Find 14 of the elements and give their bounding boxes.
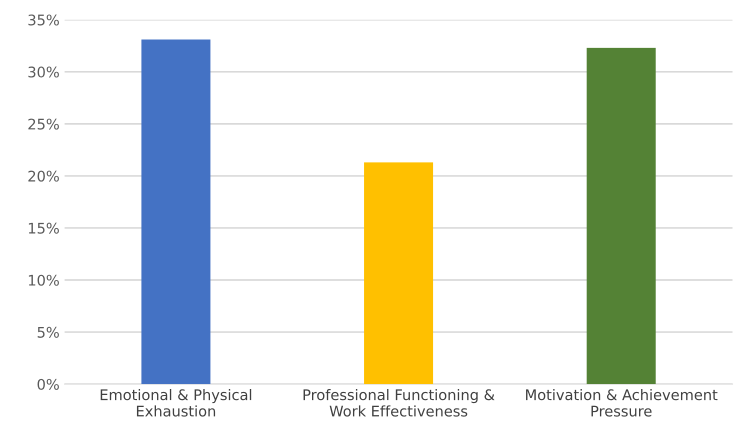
y-tick-label: 15% — [28, 222, 59, 234]
y-tick-label: 5% — [38, 326, 59, 338]
x-tick-label: Motivation & Achievement Pressure — [526, 388, 718, 417]
y-tick-label: 0% — [38, 378, 59, 390]
bar — [141, 40, 210, 384]
x-tick-label: Emotional & Physical Exhaustion — [100, 388, 252, 417]
y-tick-label: 20% — [28, 170, 59, 182]
y-tick-label: 10% — [28, 274, 59, 286]
bar — [586, 48, 656, 384]
bar — [364, 162, 434, 384]
y-tick-label: 30% — [28, 66, 59, 78]
x-tick-label: Professional Functioning & Work Effectiveness — [304, 388, 495, 417]
y-tick-label: 25% — [28, 118, 59, 130]
y-tick-label: 35% — [28, 14, 59, 26]
